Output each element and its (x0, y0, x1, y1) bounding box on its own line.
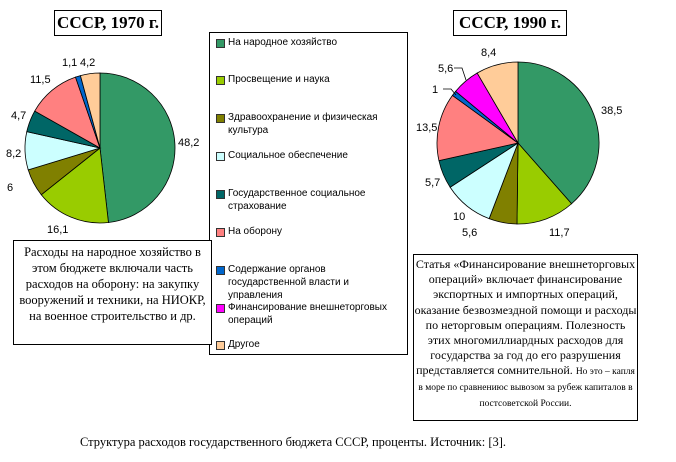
slice-value-label: 1 (432, 84, 438, 96)
slice-value-label: 13,5 (416, 122, 437, 134)
slice-value-label: 16,1 (47, 224, 68, 236)
legend-swatch-icon (216, 190, 225, 199)
legend: На народное хозяйство Просвещение и наук… (209, 32, 408, 355)
legend-swatch-icon (216, 341, 225, 350)
slice-value-label: 10 (453, 211, 465, 223)
slice-value-label: 4,2 (80, 57, 95, 69)
note-national-economy: Расходы на народное хозяйство в этом бюд… (13, 240, 212, 345)
legend-swatch-icon (216, 39, 225, 48)
pie-slice (99, 72, 176, 223)
pie-slice (79, 72, 101, 149)
legend-item-healthcare: Здравоохранение и физическая культура (216, 111, 406, 137)
legend-swatch-icon (216, 152, 225, 161)
slice-value-label: 8,2 (6, 148, 21, 160)
chart-title-1990: СССР, 1990 г. (453, 10, 567, 36)
slice-value-label: 48,2 (178, 137, 199, 149)
pie-slice (517, 61, 600, 205)
legend-swatch-icon (216, 228, 225, 237)
legend-swatch-icon (216, 114, 225, 123)
note-foreign-trade: Статья «Финансирование внешнеторговых оп… (413, 254, 638, 421)
slice-value-label: 8,4 (481, 47, 496, 59)
figure-caption: Структура расходов государственного бюдж… (80, 435, 507, 449)
legend-item-foreign-trade: Финансирование внешнеторговых операций (216, 301, 406, 327)
legend-item-government: Содержание органов государственной власт… (216, 263, 406, 302)
leader-line (443, 88, 457, 96)
chart-title-1970: СССР, 1970 г. (54, 10, 162, 36)
slice-value-label: 1,1 (62, 57, 77, 69)
slice-value-label: 11,5 (30, 74, 51, 86)
slice-value-label: 11,7 (549, 227, 570, 239)
pie-slice (40, 147, 109, 224)
legend-swatch-icon (216, 266, 225, 275)
pie-chart-1970: 48,2 16,1 6 8,2 4,7 11,5 1,1 4,2 (6, 57, 199, 236)
note-left-text: Расходы на народное хозяйство в этом бюд… (19, 245, 206, 323)
note-right-main-text: Статья «Финансирование внешнеторговых оп… (414, 257, 637, 378)
leader-line (454, 67, 467, 81)
legend-item-education-science: Просвещение и наука (216, 73, 406, 86)
slice-value-label: 5,6 (438, 63, 453, 75)
legend-swatch-icon (216, 76, 225, 85)
slice-value-label: 5,7 (425, 177, 440, 189)
pie-slice (476, 61, 519, 145)
note-right-tail-text: Но это – капля в море по сравнениюс выво… (418, 367, 635, 410)
legend-item-social-insurance: Государственное социальное страхование (216, 187, 406, 213)
slice-value-label: 5,6 (462, 227, 477, 239)
slice-value-label: 38,5 (601, 105, 622, 117)
legend-item-other: Другое (216, 338, 406, 351)
slice-value-label: 4,7 (11, 110, 26, 122)
legend-item-national-economy: На народное хозяйство (216, 36, 406, 49)
legend-item-social-security: Социальное обеспечение (216, 149, 406, 162)
slice-value-label: 6 (7, 182, 13, 194)
pie-slice (436, 94, 519, 162)
legend-item-defense: На оборону (216, 225, 406, 238)
legend-swatch-icon (216, 304, 225, 313)
